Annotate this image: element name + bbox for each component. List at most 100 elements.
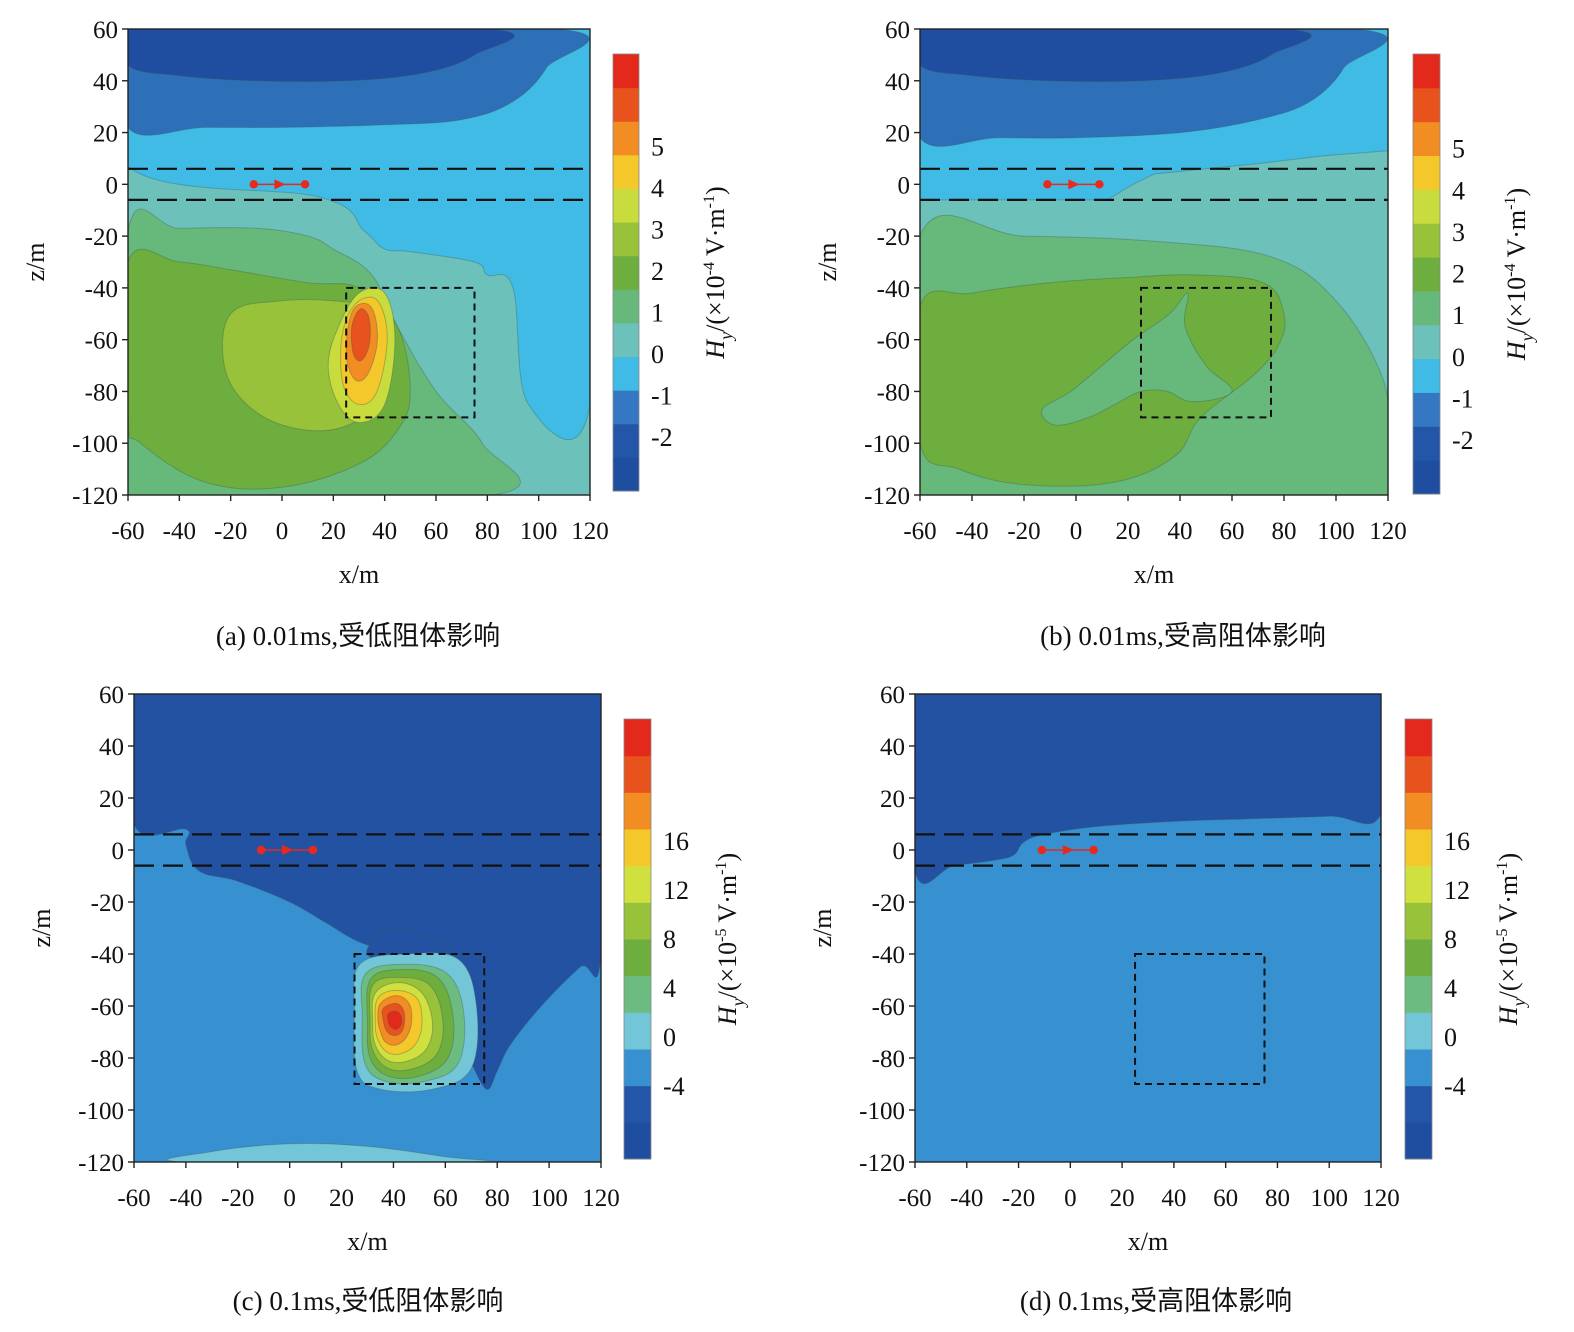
colorbar-swatch: [1413, 392, 1440, 427]
colorbar-swatch: [1405, 939, 1432, 977]
x-tick-label: 80: [485, 1185, 510, 1212]
x-tick-label: 60: [433, 1185, 458, 1212]
x-tick-label: 80: [475, 518, 500, 545]
colorbar-swatch: [1413, 290, 1440, 326]
transmitter: [249, 179, 310, 190]
contour-field: [915, 694, 1381, 885]
y-tick-label: -20: [85, 224, 118, 251]
y-tick-label: -40: [85, 276, 118, 303]
x-axis-label: x/m: [1134, 560, 1174, 589]
y-tick-label: -60: [85, 328, 118, 355]
x-tick-label: -60: [898, 1185, 931, 1212]
transmitter-electrode-left: [1037, 845, 1047, 855]
x-tick-label: 80: [1265, 1185, 1290, 1212]
contour-region-0: [128, 29, 590, 441]
y-axis-label: z/m: [813, 243, 842, 282]
y-tick-label: -80: [877, 379, 910, 406]
colorbar-swatch: [1413, 358, 1440, 393]
colorbar-swatch: [1413, 223, 1440, 258]
colorbar: 16 12 8 4 0 -4 Hy/(×10-5 V·m-1): [623, 718, 748, 1160]
contour-region-1: [166, 1143, 491, 1162]
transmitter-arrow-icon: [274, 179, 286, 190]
colorbar-swatch: [613, 457, 639, 492]
colorbar-tick-label: 0: [1444, 1023, 1457, 1052]
x-tick-label: 40: [381, 1185, 406, 1212]
colorbar-swatch: [613, 121, 639, 156]
colorbar-tick-label: 0: [1452, 343, 1465, 372]
y-tick-label: 60: [885, 17, 910, 44]
colorbar-tick-label: 4: [663, 974, 676, 1003]
colorbar-swatch: [1413, 324, 1440, 360]
y-tick-label: -60: [91, 994, 124, 1021]
colorbar-swatch: [1405, 902, 1432, 940]
x-tick-label: 120: [1369, 518, 1407, 545]
colorbar-tick-label: 4: [1444, 974, 1457, 1003]
x-tick-label: 60: [1220, 518, 1245, 545]
x-tick-label: 0: [276, 518, 289, 545]
colorbar-swatch: [624, 1085, 651, 1123]
colorbar-swatch: [613, 255, 639, 290]
y-tick-label: 0: [112, 838, 125, 865]
y-tick-label: 20: [93, 121, 118, 148]
colorbar: 16 12 8 4 0 -4 Hy/(×10-5 V·m-1): [1404, 718, 1529, 1160]
colorbar-swatch: [624, 939, 651, 977]
y-tick-label: 60: [880, 682, 905, 709]
x-axis-label: x/m: [339, 560, 379, 589]
colorbar-tick-label: 4: [651, 174, 664, 203]
colorbar-swatch: [1413, 121, 1440, 157]
x-tick-label: 40: [1168, 518, 1193, 545]
colorbar-swatch: [1405, 719, 1432, 757]
x-tick-label: 20: [1116, 518, 1141, 545]
transmitter-electrode-left: [1043, 180, 1052, 189]
colorbar-tick-label: 16: [1444, 827, 1470, 856]
contour-region-11: [387, 1010, 403, 1030]
y-tick-label: -120: [859, 1150, 905, 1177]
x-tick-label: 0: [283, 1185, 296, 1212]
x-tick-label: -40: [955, 518, 988, 545]
colorbar-tick-label: 8: [663, 925, 676, 954]
panel-d: -60 -40 -20 0 20 40 60 80 100 1206040200-20-40-60…: [808, 682, 1529, 1316]
y-axis-label: z/m: [808, 909, 837, 948]
x-tick-label: 100: [1317, 518, 1355, 545]
y-tick-label: -60: [877, 328, 910, 355]
y-axis-label: z/m: [27, 909, 56, 948]
x-tick-label: -60: [903, 518, 936, 545]
colorbar-swatch: [1413, 189, 1440, 224]
y-tick-label: -80: [85, 379, 118, 406]
y-tick-label: -40: [872, 942, 905, 969]
x-tick-label: -60: [111, 518, 144, 545]
contour-field: [128, 29, 590, 495]
transmitter-electrode-right: [308, 845, 318, 855]
y-tick-label: 40: [880, 734, 905, 761]
x-tick-label: -20: [1007, 518, 1040, 545]
colorbar-swatch: [1413, 257, 1440, 292]
colorbar-swatch: [613, 390, 639, 425]
y-tick-label: -60: [872, 994, 905, 1021]
x-tick-label: -20: [214, 518, 247, 545]
colorbar-swatch: [624, 755, 651, 793]
panel-caption: (b) 0.01ms,受高阻体影响: [1040, 621, 1326, 651]
y-tick-label: 0: [898, 172, 911, 199]
y-tick-label: -20: [872, 890, 905, 917]
transmitter-electrode-right: [300, 180, 310, 189]
colorbar-swatch: [624, 719, 651, 757]
colorbar-tick-label: 2: [651, 257, 664, 286]
transmitter-electrode-right: [1089, 845, 1098, 855]
colorbar-swatch: [613, 87, 639, 122]
colorbar-swatch: [1413, 460, 1440, 495]
colorbar-tick-label: 5: [1452, 135, 1465, 164]
x-tick-label: 0: [1064, 1185, 1077, 1212]
x-tick-label: 20: [1110, 1185, 1135, 1212]
colorbar-tick-label: 2: [1452, 260, 1465, 289]
colorbar-tick-label: 12: [663, 876, 689, 905]
colorbar-tick-label: 3: [1452, 218, 1465, 247]
colorbar-tick-label: -4: [663, 1072, 685, 1101]
colorbar-swatch: [1405, 829, 1432, 867]
colorbar-tick-label: -1: [1452, 384, 1474, 413]
panel-caption: (d) 0.1ms,受高阻体影响: [1020, 1286, 1292, 1316]
transmitter-electrode-left: [249, 180, 258, 189]
colorbar-tick-label: 4: [1452, 176, 1465, 205]
y-tick-label: -100: [72, 431, 118, 458]
contour-region-0: [915, 694, 1381, 885]
